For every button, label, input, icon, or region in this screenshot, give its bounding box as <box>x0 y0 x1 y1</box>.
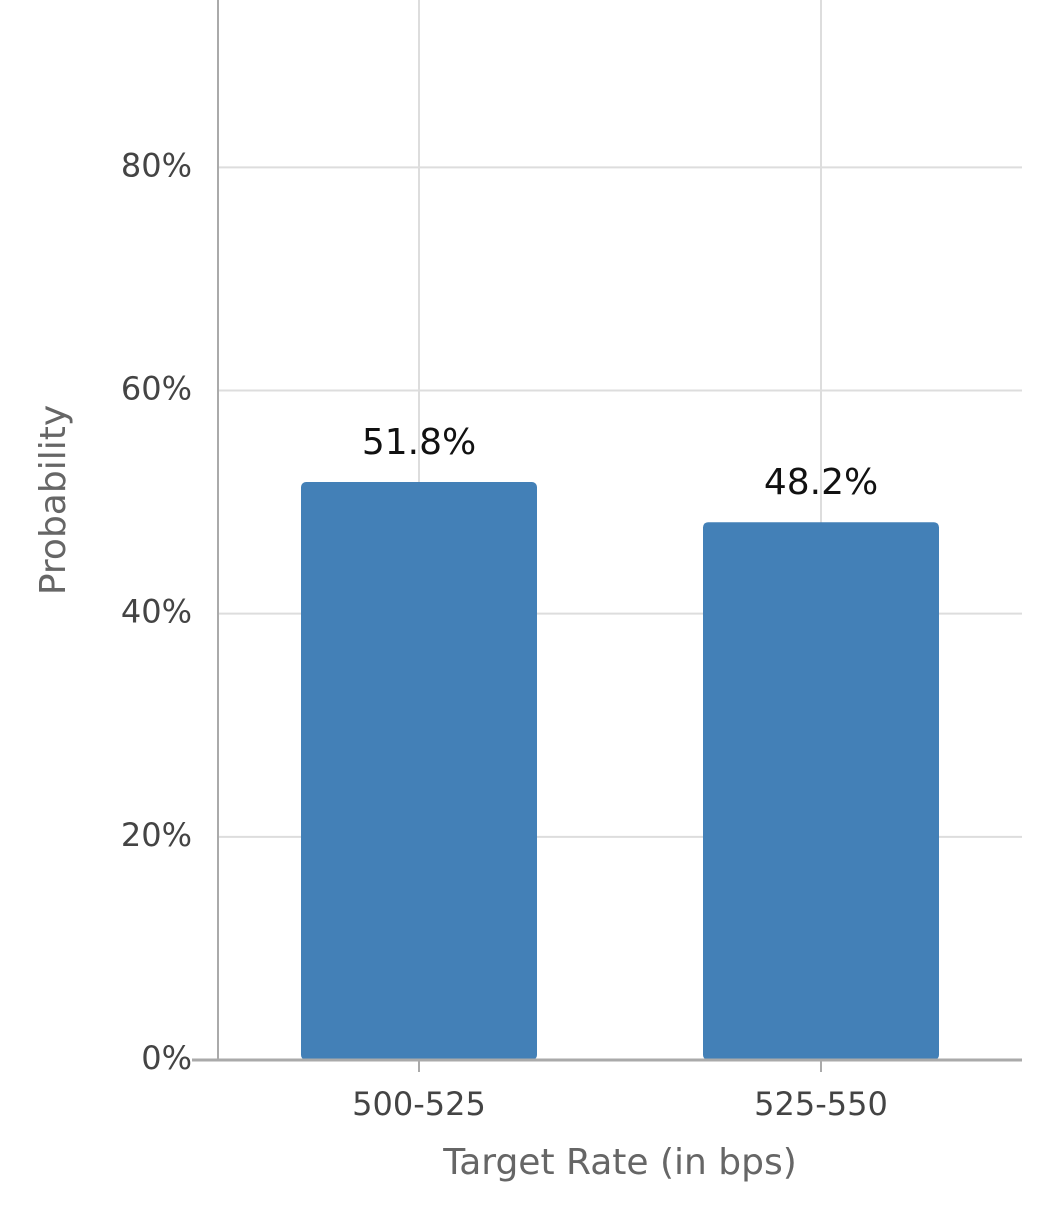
x-tick-label: 500-525 <box>352 1085 486 1123</box>
y-tick-label: 20% <box>121 816 192 854</box>
x-tick-label: 525-550 <box>754 1085 888 1123</box>
value-label: 48.2% <box>764 462 878 503</box>
y-tick-label: 40% <box>121 593 192 631</box>
bar <box>703 522 939 1060</box>
x-axis-title: Target Rate (in bps) <box>442 1142 797 1183</box>
y-tick-label: 60% <box>121 370 192 408</box>
y-axis-title: Probability <box>33 405 74 595</box>
bar <box>301 482 537 1060</box>
y-tick-label: 0% <box>141 1039 192 1077</box>
value-label: 51.8% <box>362 422 476 463</box>
y-tick-label: 80% <box>121 146 192 184</box>
